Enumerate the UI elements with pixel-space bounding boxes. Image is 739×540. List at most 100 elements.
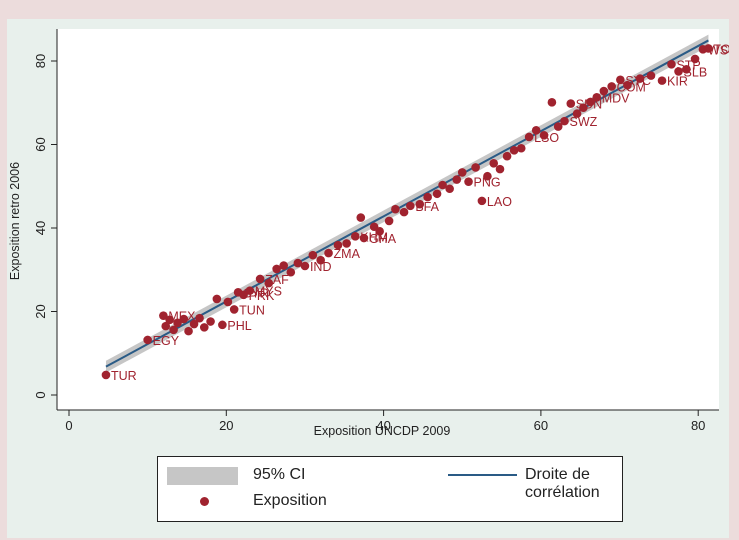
point-label: EGY (153, 334, 180, 348)
point-label: SYC (625, 74, 651, 88)
data-point (592, 93, 602, 102)
data-point (623, 80, 632, 90)
data-point (445, 184, 454, 194)
point-label: SDN (576, 98, 602, 112)
data-point (586, 97, 595, 107)
data-point (300, 261, 310, 271)
point-label: MEX (168, 310, 196, 324)
data-point (333, 240, 343, 250)
point-label: KHM (360, 230, 388, 244)
data-point (184, 326, 193, 336)
data-point (179, 314, 189, 324)
data-point (286, 267, 296, 277)
data-point (159, 311, 168, 320)
x-tick-label: 0 (65, 418, 72, 433)
x-axis-title: Exposition UNCDP 2009 (314, 424, 451, 438)
points-layer (101, 44, 713, 380)
data-point (547, 98, 557, 107)
data-point (635, 74, 645, 83)
point-label: TUN (239, 303, 265, 317)
data-point (516, 143, 526, 153)
x-tick-label: 20 (219, 418, 233, 433)
data-point (359, 233, 369, 243)
data-point (477, 196, 487, 206)
data-point (199, 323, 209, 332)
data-point (502, 151, 512, 161)
data-point (169, 325, 178, 335)
data-point (173, 318, 182, 328)
point-label: MYS (255, 285, 282, 299)
x-tick-label: 40 (376, 418, 390, 433)
data-point (452, 175, 462, 184)
y-tick-label: 40 (33, 221, 48, 235)
data-point (579, 103, 588, 113)
data-point (646, 71, 656, 80)
point-label: ZMA (334, 247, 361, 261)
point-label: BFA (415, 200, 439, 214)
point-label: LSO (534, 131, 559, 145)
data-point (690, 54, 700, 64)
data-point (471, 163, 480, 172)
point-label: IND (310, 260, 332, 274)
data-point (375, 227, 384, 236)
legend-fit-swatch (448, 474, 517, 476)
point-label: TON (713, 42, 729, 56)
data-point (272, 264, 281, 274)
data-point (667, 60, 676, 69)
data-point (509, 146, 519, 155)
data-point (342, 239, 351, 248)
data-point (245, 286, 255, 295)
data-point (539, 131, 549, 140)
x-tick-label: 60 (534, 418, 548, 433)
data-point (229, 305, 239, 314)
x-tick-label: 80 (691, 418, 705, 433)
data-point (704, 44, 713, 53)
legend-ci-label: 95% CI (253, 466, 306, 483)
data-point (189, 319, 199, 329)
data-point (218, 320, 227, 330)
data-point (212, 294, 222, 304)
legend-fit-label: Droite de corrélation (525, 466, 600, 501)
y-tick-label: 0 (33, 391, 48, 398)
data-point (255, 274, 265, 284)
data-point (524, 132, 534, 142)
data-point (415, 199, 425, 209)
point-label: PNG (474, 176, 501, 190)
data-point (293, 258, 303, 268)
data-point (489, 158, 499, 168)
y-axis-title: Exposition retro 2006 (8, 162, 22, 280)
data-point (406, 201, 415, 211)
data-point (143, 335, 152, 345)
data-point (165, 315, 174, 325)
data-point (324, 248, 333, 258)
legend-points-swatch (200, 497, 209, 506)
data-point (464, 177, 473, 186)
point-label: KIR (667, 75, 688, 89)
axes-layer: 0 20 40 60 80 0 20 40 60 80 (33, 29, 719, 433)
data-point (495, 164, 505, 174)
point-label: LAO (487, 195, 512, 209)
legend-ci-swatch (167, 467, 238, 485)
legend: 95% CI Droite de corrélation Exposition (157, 456, 623, 522)
data-point (399, 207, 409, 217)
point-label: WSM (708, 43, 729, 57)
point-label: SLB (684, 65, 708, 79)
legend-points-label: Exposition (253, 492, 327, 509)
chart-frame: 0 20 40 60 80 0 20 40 60 80 TUR EGY MEX PHL TUN SYR PRK… (7, 19, 729, 538)
point-label: GHA (369, 232, 397, 246)
data-point (350, 232, 360, 241)
point-label: COM (617, 80, 646, 94)
point-label: MDV (602, 91, 630, 105)
data-point (308, 250, 318, 260)
data-point (161, 321, 171, 331)
point-label: SYR (243, 286, 269, 300)
data-point (423, 192, 432, 202)
data-point (432, 189, 442, 199)
y-tick-label: 60 (33, 137, 48, 151)
y-tick-label: 20 (33, 304, 48, 318)
data-point (264, 278, 274, 288)
data-point (599, 86, 609, 96)
data-point (657, 76, 667, 85)
data-point (483, 171, 492, 181)
